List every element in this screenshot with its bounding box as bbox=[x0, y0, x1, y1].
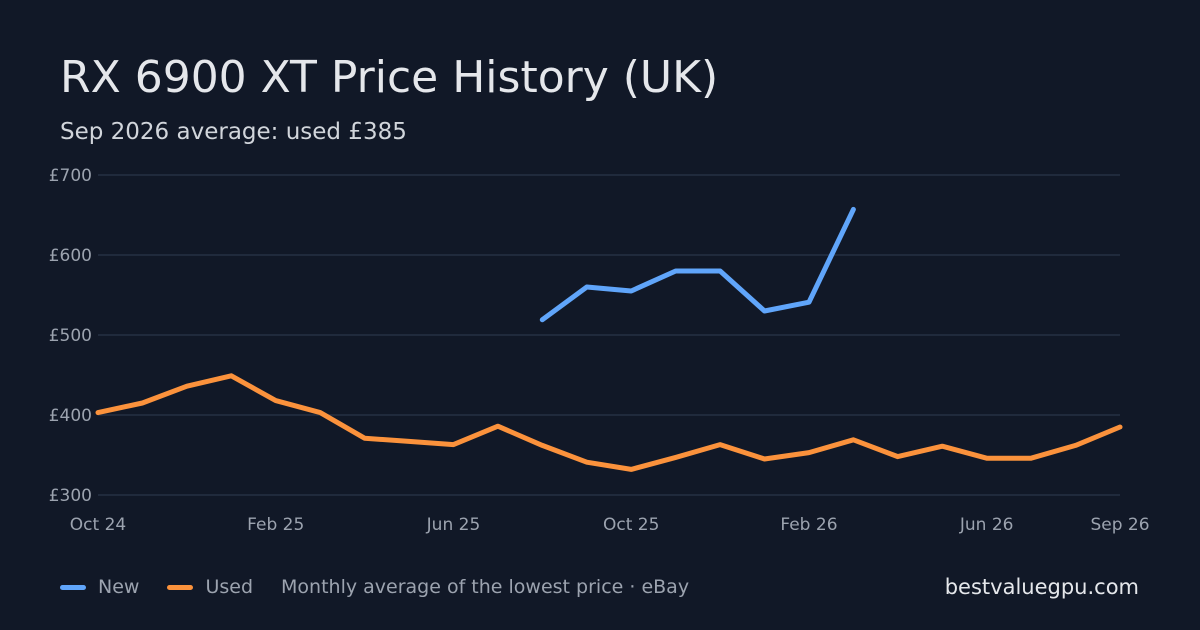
series-line-new bbox=[539, 206, 856, 323]
site-brand: bestvaluegpu.com bbox=[944, 575, 1139, 599]
price-history-chart: £300£400£500£600£700 Oct 24 Feb 25 Jun 25 O… bbox=[49, 166, 1150, 535]
x-tick-label: Sep 26 bbox=[1090, 515, 1149, 535]
y-tick-label: £600 bbox=[49, 246, 92, 266]
y-tick-label: £400 bbox=[49, 406, 92, 426]
y-tick-label: £500 bbox=[49, 326, 92, 346]
x-tick-label: Oct 24 bbox=[70, 515, 126, 535]
legend-note: Monthly average of the lowest price · eB… bbox=[281, 576, 690, 598]
legend-swatch-used bbox=[167, 584, 194, 590]
legend-item-used: Used bbox=[167, 576, 253, 598]
legend-label-new: New bbox=[98, 576, 140, 598]
y-axis-tick-labels: £300 £400 £500 £600 £700 bbox=[49, 166, 92, 506]
chart-subtitle: Sep 2026 average: used £385 bbox=[60, 119, 407, 145]
chart-gridlines bbox=[98, 174, 1120, 496]
x-tick-label: Oct 25 bbox=[603, 515, 659, 535]
legend-swatch-new bbox=[60, 584, 86, 590]
x-tick-label: Feb 25 bbox=[247, 515, 304, 535]
x-tick-label: Feb 26 bbox=[780, 515, 837, 535]
legend-label-used: Used bbox=[205, 576, 254, 598]
x-tick-label: Jun 25 bbox=[426, 515, 481, 535]
legend-item-new: New bbox=[60, 576, 139, 598]
chart-legend: New Used Monthly average of the lowest p… bbox=[60, 572, 689, 602]
series-line-used bbox=[95, 373, 1123, 472]
x-axis-tick-labels: Oct 24 Feb 25 Jun 25 Oct 25 Feb 26 Jun 26 Sep … bbox=[70, 515, 1150, 535]
chart-title: RX 6900 XT Price History (UK) bbox=[60, 52, 719, 103]
y-tick-label: £700 bbox=[49, 166, 92, 186]
x-tick-label: Jun 26 bbox=[959, 515, 1014, 535]
y-tick-label: £300 bbox=[49, 486, 92, 506]
chart-series bbox=[95, 206, 1123, 472]
